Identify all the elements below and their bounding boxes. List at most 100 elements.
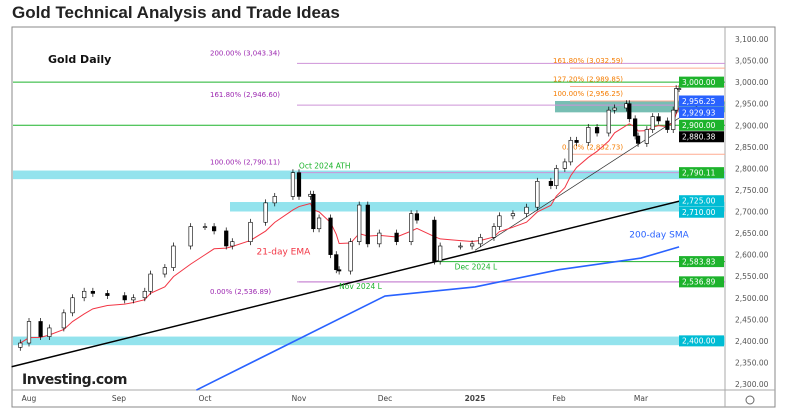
candle [635,135,641,144]
support-resistance-zone [230,202,725,212]
candle [142,290,147,299]
candle [18,342,23,348]
price-tick-label: 2,850.00 [735,143,769,152]
fib-label: 100.00% (2,956.25) [553,90,623,98]
fib-label: 0.00% (2,832.73) [562,143,623,151]
time-tick-label: Dec [378,394,393,403]
price-badge [679,195,724,207]
candle [365,204,370,245]
candle [594,127,600,134]
candle [188,226,193,247]
candle [469,243,475,247]
price-badge-label: 2,583.83 [682,257,716,266]
candle [82,290,87,299]
candle [328,217,333,255]
price-tick-label: 3,100.00 [735,35,769,44]
time-tick-label: 2025 [465,394,486,403]
candle [248,221,253,242]
fib-label: 0.00% (2,536.89) [210,288,271,296]
candle [357,204,362,242]
candle [627,103,632,120]
candle [510,213,516,217]
candle [491,226,497,238]
candle [650,116,655,130]
candle [334,254,339,271]
candle [122,295,127,301]
price-badge-label: 2,710.00 [682,208,716,217]
candle [162,267,167,275]
candle [90,290,95,294]
settings-gear-icon[interactable] [745,395,755,405]
price-badge-label: 2,790.11 [682,168,716,177]
candle [674,88,679,111]
price-badge-label: 2,725.00 [682,197,716,206]
candle [524,206,529,214]
support-resistance-zone [555,100,725,113]
price-badge-label: 2,956.25 [682,97,716,106]
time-tick-label: Nov [292,394,307,403]
candle [230,241,235,247]
candle [432,219,437,262]
chart-frame [11,26,776,408]
chart-annotation: 200-day SMA [629,230,689,240]
candle [676,88,682,90]
candle [131,297,136,301]
support-resistance-zone [13,170,725,180]
price-badge [679,335,724,347]
candle [574,140,579,143]
price-badge-label: 2,536.89 [682,278,716,287]
candle [224,230,229,247]
price-badge [679,76,724,88]
candle [202,226,208,228]
candle [148,273,153,292]
candle [633,118,638,137]
candle [548,181,553,186]
chart-annotation: Nov 2024 L [339,282,382,291]
price-tick-label: 2,500.00 [735,294,769,303]
investing-logo: Investing.com [22,372,127,388]
candle [272,196,277,204]
support-resistance-zone [13,336,725,346]
price-tick-label: 2,650.00 [735,229,769,238]
price-tick-label: 2,550.00 [735,272,769,281]
candle [377,232,382,245]
trendline [11,196,697,368]
time-tick-label: Feb [552,394,566,403]
price-badge [679,131,724,143]
price-badge [679,206,724,218]
candle [290,172,296,197]
price-tick-label: 2,350.00 [735,358,769,367]
time-tick-label: Sep [112,394,126,403]
price-badge [679,119,724,131]
price-tick-label: 2,950.00 [735,100,769,109]
candle [47,327,52,337]
chart-title: Gold Daily [48,53,111,66]
price-tick-label: 2,700.00 [735,208,769,217]
price-badge-label: 3,000.00 [682,78,716,87]
candle [478,237,483,245]
time-tick-label: Aug [22,394,37,403]
candle [458,245,463,248]
price-tick-label: 2,750.00 [735,186,769,195]
time-tick-label: Oct [199,394,212,403]
candle [554,168,559,186]
candle [70,297,75,314]
price-badge-label: 2,929.93 [682,108,716,117]
candle [606,109,611,134]
candle [263,202,268,223]
candle [562,161,567,169]
ema-21-line [20,107,680,344]
chart-annotation: Oct 2024 ATH [299,161,351,170]
price-tick-label: 2,400.00 [735,337,769,346]
candle [497,215,502,227]
price-badge [679,95,724,107]
candle [394,232,399,242]
candle [568,140,573,163]
fib-label: 200.00% (3,043.34) [210,49,280,57]
price-tick-label: 2,450.00 [735,315,769,324]
candle [438,245,443,262]
candle [586,127,591,143]
candle [337,269,342,272]
fib-label: 100.00% (2,790.11) [210,159,280,167]
